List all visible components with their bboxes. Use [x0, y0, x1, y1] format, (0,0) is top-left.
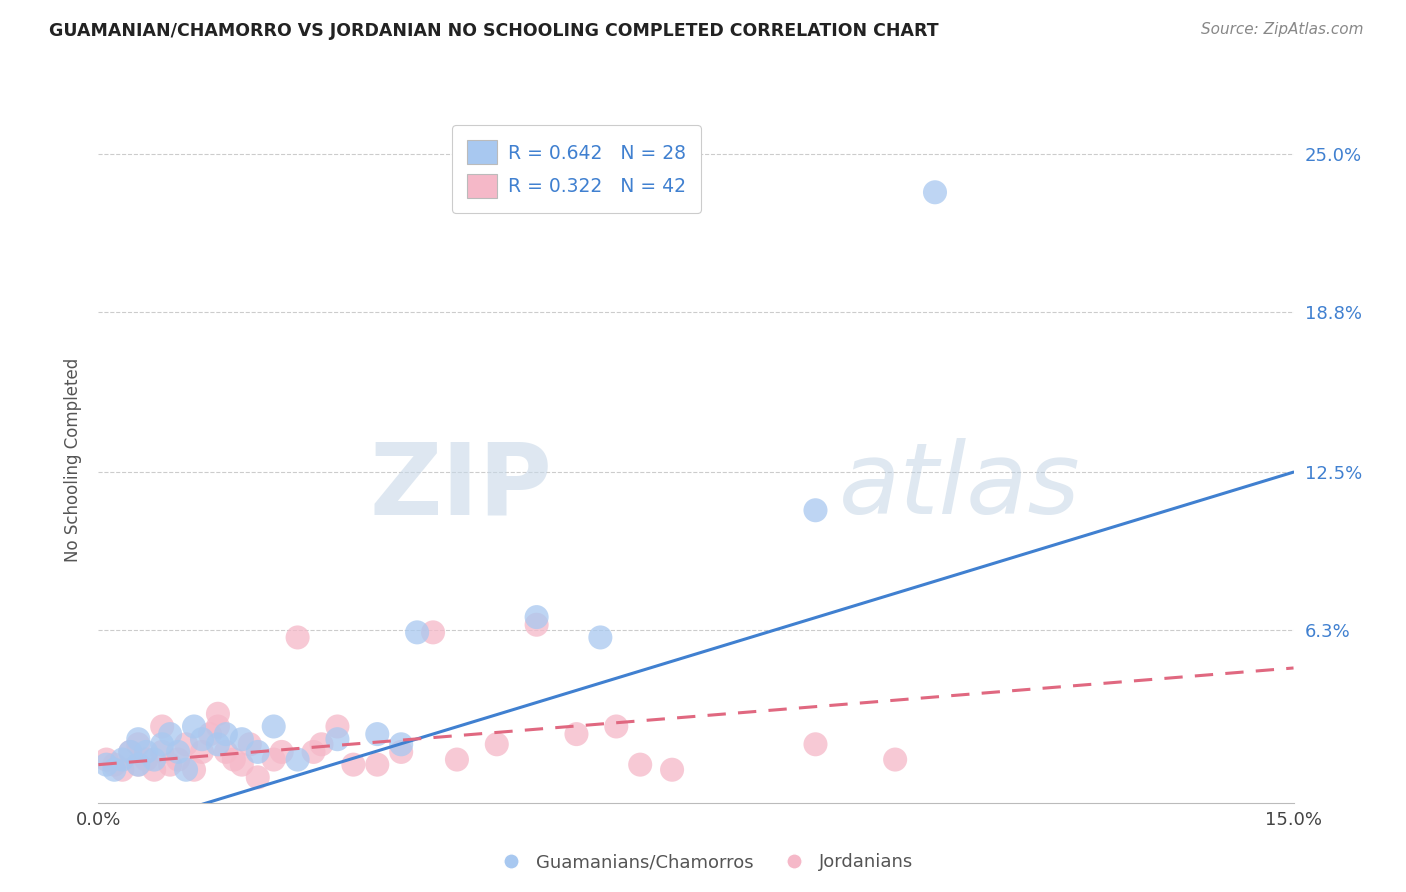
Point: [263, 719, 285, 733]
Point: [159, 757, 181, 772]
Point: [924, 186, 946, 200]
Point: [804, 503, 827, 517]
Point: [389, 745, 412, 759]
Point: [884, 753, 907, 767]
Point: [120, 745, 142, 759]
Point: [191, 745, 214, 759]
Point: [302, 745, 325, 759]
Point: [326, 719, 349, 733]
Point: [246, 770, 269, 784]
Point: [389, 737, 412, 751]
Point: [605, 719, 627, 733]
Point: [183, 763, 205, 777]
Text: atlas: atlas: [839, 438, 1081, 535]
Point: [287, 631, 309, 645]
Point: [270, 745, 292, 759]
Point: [287, 753, 309, 767]
Point: [167, 745, 190, 759]
Point: [103, 763, 125, 777]
Point: [207, 737, 229, 751]
Point: [127, 737, 149, 751]
Point: [127, 757, 149, 772]
Point: [326, 732, 349, 747]
Point: [198, 727, 221, 741]
Point: [263, 753, 285, 767]
Point: [628, 757, 651, 772]
Point: [804, 737, 827, 751]
Point: [150, 745, 173, 759]
Point: [191, 732, 214, 747]
Y-axis label: No Schooling Completed: No Schooling Completed: [65, 358, 83, 561]
Point: [661, 763, 683, 777]
Point: [422, 625, 444, 640]
Point: [143, 753, 166, 767]
Point: [207, 706, 229, 721]
Point: [96, 757, 118, 772]
Point: [174, 763, 197, 777]
Point: [239, 737, 262, 751]
Point: [135, 753, 157, 767]
Point: [366, 757, 388, 772]
Point: [246, 745, 269, 759]
Point: [103, 757, 125, 772]
Point: [446, 753, 468, 767]
Point: [207, 719, 229, 733]
Point: [183, 719, 205, 733]
Text: GUAMANIAN/CHAMORRO VS JORDANIAN NO SCHOOLING COMPLETED CORRELATION CHART: GUAMANIAN/CHAMORRO VS JORDANIAN NO SCHOO…: [49, 22, 939, 40]
Point: [311, 737, 333, 751]
Point: [215, 727, 238, 741]
Point: [485, 737, 508, 751]
Point: [366, 727, 388, 741]
Text: ZIP: ZIP: [370, 438, 553, 535]
Point: [159, 727, 181, 741]
Point: [143, 763, 166, 777]
Point: [150, 737, 173, 751]
Point: [167, 753, 190, 767]
Point: [589, 631, 612, 645]
Point: [342, 757, 364, 772]
Point: [231, 732, 253, 747]
Point: [231, 757, 253, 772]
Point: [135, 745, 157, 759]
Text: Source: ZipAtlas.com: Source: ZipAtlas.com: [1201, 22, 1364, 37]
Point: [111, 763, 134, 777]
Point: [406, 625, 429, 640]
Point: [174, 737, 197, 751]
Legend: Guamanians/Chamorros, Jordanians: Guamanians/Chamorros, Jordanians: [485, 847, 921, 879]
Point: [215, 745, 238, 759]
Point: [111, 753, 134, 767]
Point: [127, 732, 149, 747]
Point: [526, 617, 548, 632]
Point: [127, 757, 149, 772]
Point: [565, 727, 588, 741]
Point: [96, 753, 118, 767]
Point: [526, 610, 548, 624]
Legend: R = 0.642   N = 28, R = 0.322   N = 42: R = 0.642 N = 28, R = 0.322 N = 42: [451, 126, 702, 213]
Point: [150, 719, 173, 733]
Point: [120, 745, 142, 759]
Point: [222, 753, 245, 767]
